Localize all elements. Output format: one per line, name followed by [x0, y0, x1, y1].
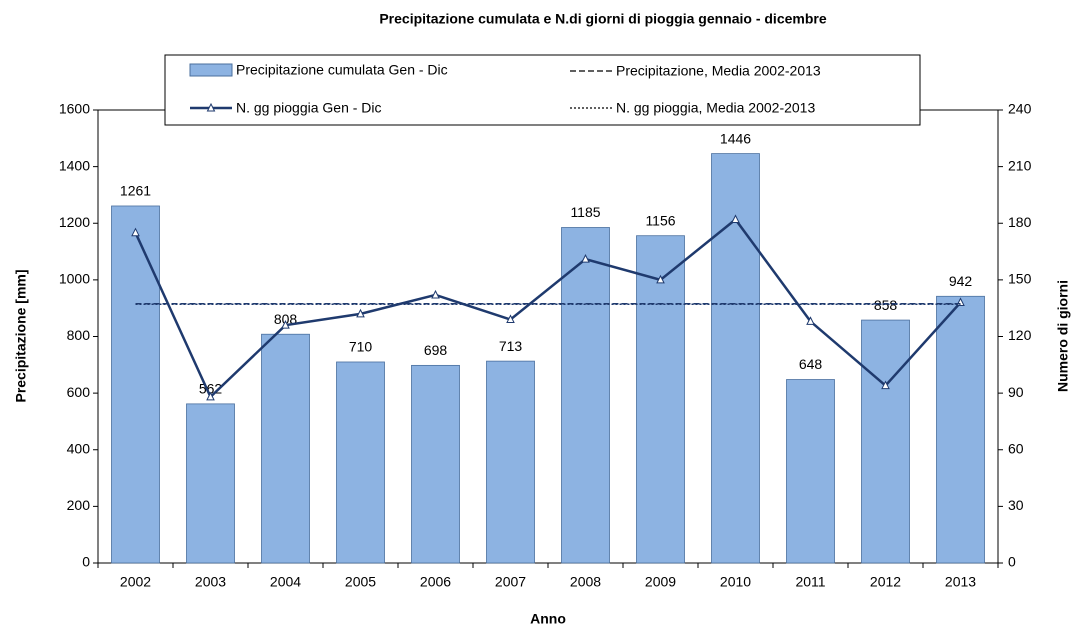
data-label: 858	[874, 297, 898, 313]
chart-title: Precipitazione cumulata e N.di giorni di…	[379, 11, 827, 27]
legend: Precipitazione cumulata Gen - Dic N. gg p…	[164, 54, 921, 126]
data-label: 1156	[645, 212, 675, 228]
y2-tick-label: 180	[1008, 214, 1032, 230]
bar	[861, 319, 910, 564]
legend-label: Precipitazione, Media 2002-2013	[616, 63, 821, 79]
y2-tick-label: 150	[1008, 271, 1032, 287]
data-label: 1185	[570, 204, 600, 220]
y-tick-label: 1200	[59, 214, 90, 230]
y-tick-label: 1400	[59, 157, 90, 173]
marker	[506, 314, 515, 324]
y2-tick-label: 90	[1008, 384, 1024, 400]
x-tick-label: 2007	[495, 574, 526, 590]
legend-box	[164, 54, 921, 126]
bar	[561, 227, 610, 564]
bar	[186, 403, 235, 564]
x-tick-label: 2002	[120, 574, 151, 590]
y2-tick-label: 210	[1008, 157, 1032, 173]
marker	[581, 253, 590, 263]
line	[134, 217, 962, 400]
x-tick-label: 2003	[195, 574, 226, 590]
data-label: 648	[799, 356, 823, 372]
legend-swatch	[206, 102, 216, 112]
y-tick-label: 800	[67, 327, 91, 343]
bar	[111, 205, 160, 564]
y2-tick-label: 30	[1008, 497, 1024, 513]
bar	[486, 360, 535, 564]
y-tick-label: 400	[67, 440, 91, 456]
y-tick-label: 1000	[59, 271, 90, 287]
marker	[656, 274, 665, 284]
y2-axis-label: Numero di giorni	[1055, 280, 1071, 392]
data-label: 1446	[720, 130, 751, 146]
legend-label: N. gg pioggia Gen - Dic	[236, 100, 382, 116]
y-tick-label: 200	[67, 497, 91, 513]
marker	[806, 316, 815, 325]
bar	[411, 364, 460, 564]
bar	[936, 295, 985, 564]
y2-tick-label: 60	[1008, 440, 1024, 456]
data-label: 698	[424, 342, 448, 358]
x-tick-label: 2006	[420, 574, 451, 590]
y2-tick-label: 0	[1008, 554, 1016, 570]
y-axis-label: Precipitazione [mm]	[13, 269, 29, 402]
data-label: 1261	[120, 183, 151, 199]
data-label: 713	[499, 338, 523, 354]
y-tick-label: 0	[82, 554, 90, 570]
legend-label: Precipitazione cumulata Gen - Dic	[236, 62, 448, 78]
x-tick-label: 2008	[570, 574, 601, 590]
bar	[261, 333, 310, 564]
data-label: 808	[274, 311, 298, 327]
marker	[881, 380, 890, 390]
marker	[131, 227, 140, 237]
x-tick-label: 2010	[720, 574, 751, 590]
x-axis-label: Anno	[530, 611, 566, 627]
x-tick-label: 2004	[270, 574, 301, 590]
y-tick-label: 1600	[59, 101, 90, 117]
y-tick-label: 600	[67, 384, 91, 400]
legend-swatch	[189, 63, 233, 77]
x-tick-label: 2012	[870, 574, 901, 590]
marker	[281, 320, 290, 329]
y2-tick-label: 120	[1008, 327, 1032, 343]
x-tick-label: 2009	[645, 574, 676, 590]
x-tick-label: 2005	[345, 574, 376, 590]
marker	[356, 308, 365, 318]
bar	[636, 235, 685, 564]
y2-tick-label: 240	[1008, 101, 1032, 117]
legend-label: N. gg pioggia, Media 2002-2013	[616, 100, 815, 116]
data-label: 942	[949, 273, 973, 289]
x-tick-label: 2011	[795, 574, 825, 590]
marker	[731, 214, 740, 223]
marker	[431, 289, 440, 299]
marker	[206, 391, 215, 401]
bar	[336, 361, 385, 564]
data-label: 710	[349, 339, 373, 355]
x-tick-label: 2013	[945, 574, 976, 590]
bar	[786, 379, 835, 564]
